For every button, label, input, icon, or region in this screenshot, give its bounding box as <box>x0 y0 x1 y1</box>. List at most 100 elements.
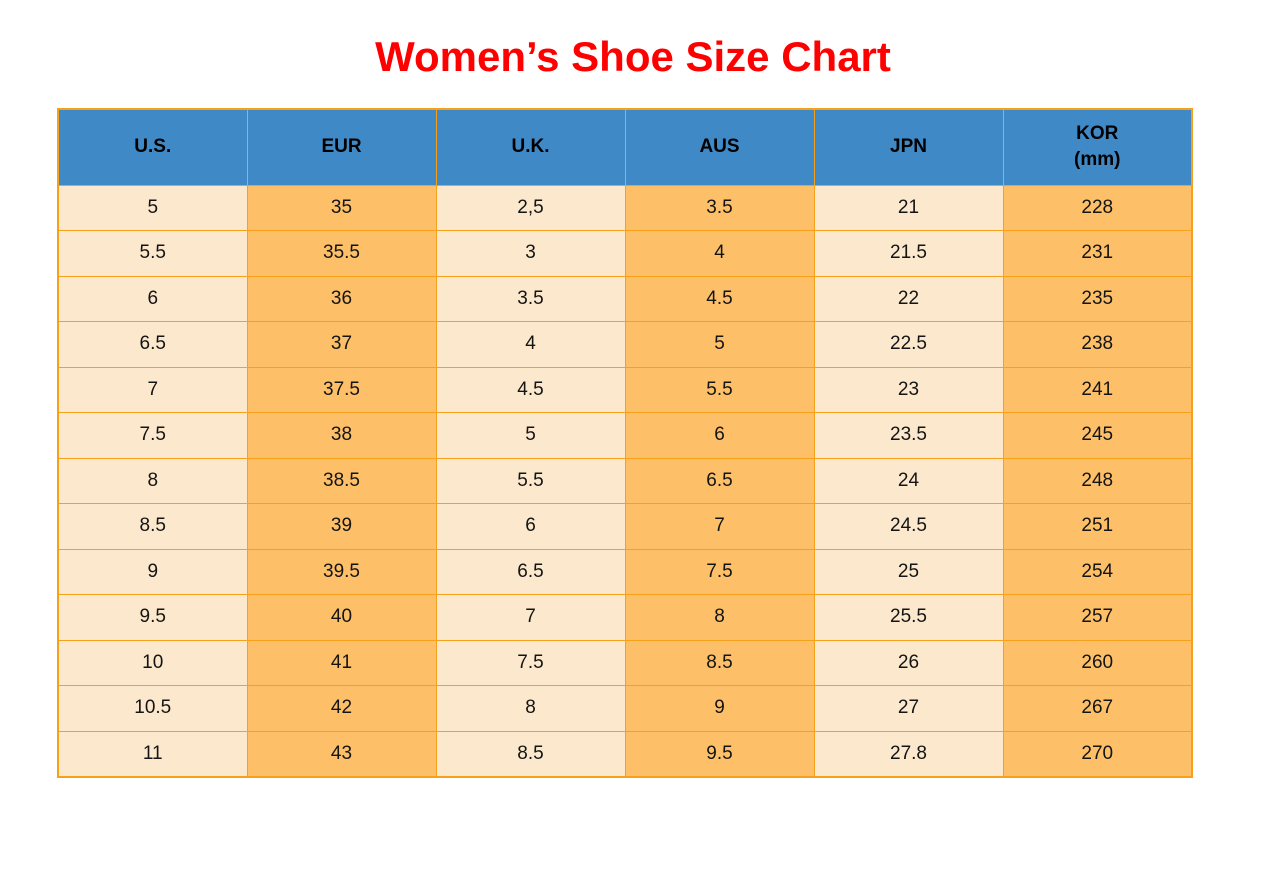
table-cell: 260 <box>1002 639 1193 687</box>
table-cell: 23.5 <box>813 412 1004 459</box>
table-cell: 8.5 <box>57 503 248 550</box>
table-cell: 267 <box>1002 685 1193 732</box>
column-header-jpn: JPN <box>813 108 1004 186</box>
table-cell: 23 <box>813 366 1004 414</box>
table-cell: 3 <box>435 230 626 277</box>
table-cell: 5 <box>624 321 815 368</box>
table-cell: 7 <box>57 366 248 414</box>
table-cell: 7 <box>624 503 815 550</box>
table-cell: 43 <box>246 730 437 778</box>
table-row: 9 39.5 6.5 7.5 25 254 <box>57 548 1193 596</box>
table-row: 11 43 8.5 9.5 27.8 270 <box>57 730 1193 778</box>
table-cell: 7.5 <box>435 639 626 687</box>
table-cell: 5 <box>57 184 248 232</box>
table-cell: 21.5 <box>813 230 1004 277</box>
column-header-aus-label: AUS <box>699 136 740 158</box>
table-cell: 9 <box>57 548 248 596</box>
table-cell: 6.5 <box>435 548 626 596</box>
table-cell: 27 <box>813 685 1004 732</box>
table-cell: 40 <box>246 594 437 641</box>
column-header-uk-label: U.K. <box>511 136 550 158</box>
table-row: 5.5 35.5 3 4 21.5 231 <box>57 230 1193 277</box>
table-cell: 4 <box>435 321 626 368</box>
table-cell: 10.5 <box>57 685 248 732</box>
table-cell: 24 <box>813 457 1004 505</box>
table-cell: 2,5 <box>435 184 626 232</box>
size-chart-table: U.S. EUR U.K. AUS JPN <box>57 108 1193 778</box>
table-cell: 6 <box>57 275 248 323</box>
table-row: 7 37.5 4.5 5.5 23 241 <box>57 366 1193 414</box>
table-row: 6 36 3.5 4.5 22 235 <box>57 275 1193 323</box>
table-cell: 39 <box>246 503 437 550</box>
column-header-jpn-label: JPN <box>890 136 927 158</box>
table-cell: 270 <box>1002 730 1193 778</box>
page-title: Women’s Shoe Size Chart <box>375 33 891 80</box>
table-cell: 245 <box>1002 412 1193 459</box>
table-cell: 39.5 <box>246 548 437 596</box>
table-cell: 22 <box>813 275 1004 323</box>
table-header: U.S. EUR U.K. AUS JPN <box>57 108 1193 186</box>
column-header-us-label: U.S. <box>134 136 172 158</box>
table-cell: 9.5 <box>624 730 815 778</box>
table-cell: 7.5 <box>57 412 248 459</box>
table-cell: 11 <box>57 730 248 778</box>
table-cell: 5.5 <box>57 230 248 277</box>
column-header-uk: U.K. <box>435 108 626 186</box>
table-cell: 5 <box>435 412 626 459</box>
column-header-us: U.S. <box>57 108 248 186</box>
table-cell: 6 <box>624 412 815 459</box>
table-cell: 4.5 <box>624 275 815 323</box>
column-header-kor: KOR (mm) <box>1002 108 1193 186</box>
table-cell: 6.5 <box>57 321 248 368</box>
table-cell: 7 <box>435 594 626 641</box>
table-cell: 7.5 <box>624 548 815 596</box>
table-cell: 6.5 <box>624 457 815 505</box>
column-header-eur: EUR <box>246 108 437 186</box>
table-cell: 235 <box>1002 275 1193 323</box>
table-row: 6.5 37 4 5 22.5 238 <box>57 321 1193 368</box>
table-cell: 41 <box>246 639 437 687</box>
table-cell: 42 <box>246 685 437 732</box>
table-cell: 4 <box>624 230 815 277</box>
table-cell: 8 <box>435 685 626 732</box>
table-cell: 241 <box>1002 366 1193 414</box>
table-cell: 36 <box>246 275 437 323</box>
table-cell: 5.5 <box>435 457 626 505</box>
column-header-kor-sub: (mm) <box>1074 149 1121 171</box>
table-cell: 228 <box>1002 184 1193 232</box>
table-cell: 38 <box>246 412 437 459</box>
table-row: 5 35 2,5 3.5 21 228 <box>57 184 1193 232</box>
table-row: 7.5 38 5 6 23.5 245 <box>57 412 1193 459</box>
table-cell: 257 <box>1002 594 1193 641</box>
table-cell: 5.5 <box>624 366 815 414</box>
table-cell: 8.5 <box>624 639 815 687</box>
table-cell: 9 <box>624 685 815 732</box>
table-body: 5 35 2,5 3.5 21 228 5.5 35.5 3 4 21.5 231 6 36 3.5 4.5 2… <box>57 184 1193 778</box>
table-cell: 3.5 <box>624 184 815 232</box>
table-cell: 4.5 <box>435 366 626 414</box>
column-header-eur-label: EUR <box>321 136 362 158</box>
table-cell: 22.5 <box>813 321 1004 368</box>
table-cell: 38.5 <box>246 457 437 505</box>
table-cell: 238 <box>1002 321 1193 368</box>
size-chart-container: U.S. EUR U.K. AUS JPN <box>57 108 1266 778</box>
table-cell: 8.5 <box>435 730 626 778</box>
table-cell: 26 <box>813 639 1004 687</box>
column-header-kor-label: KOR <box>1076 122 1119 144</box>
table-cell: 8 <box>57 457 248 505</box>
table-cell: 35.5 <box>246 230 437 277</box>
table-cell: 35 <box>246 184 437 232</box>
table-cell: 248 <box>1002 457 1193 505</box>
header-row: U.S. EUR U.K. AUS JPN <box>57 108 1193 186</box>
table-cell: 25.5 <box>813 594 1004 641</box>
table-cell: 25 <box>813 548 1004 596</box>
table-cell: 27.8 <box>813 730 1004 778</box>
table-cell: 251 <box>1002 503 1193 550</box>
table-row: 10.5 42 8 9 27 267 <box>57 685 1193 732</box>
table-cell: 24.5 <box>813 503 1004 550</box>
table-cell: 3.5 <box>435 275 626 323</box>
column-header-aus: AUS <box>624 108 815 186</box>
table-cell: 9.5 <box>57 594 248 641</box>
table-cell: 8 <box>624 594 815 641</box>
table-cell: 231 <box>1002 230 1193 277</box>
